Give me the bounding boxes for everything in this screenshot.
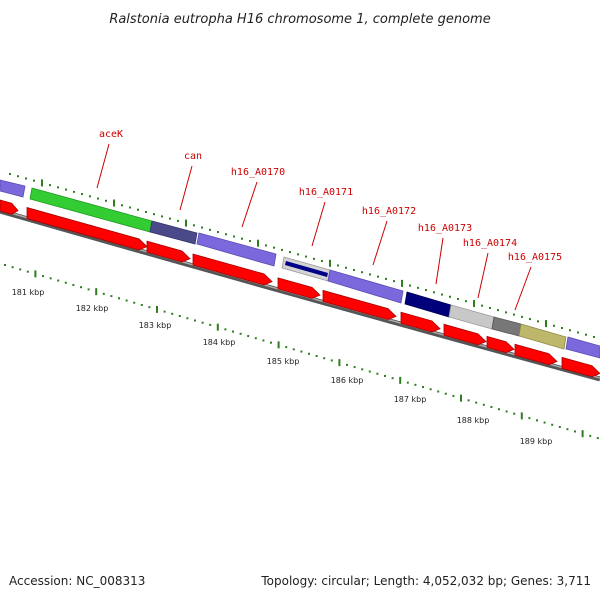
feature-h16-A0170[interactable] xyxy=(196,232,277,267)
gene-labels: aceKcanh16_A0170h16_A0171h16_A0172h16_A0… xyxy=(96,129,562,311)
kbp-label: 186 kbp xyxy=(331,376,364,385)
gene-label[interactable]: h16_A0172 xyxy=(362,206,416,217)
reverse-feature-arrow[interactable] xyxy=(277,277,321,299)
kbp-label: 182 kbp xyxy=(76,304,109,313)
gene-leader-line xyxy=(435,237,444,285)
gene-label[interactable]: h16_A0174 xyxy=(463,238,517,249)
kbp-label: 188 kbp xyxy=(457,416,490,425)
reverse-strand-lane xyxy=(0,199,600,378)
reverse-feature-arrow[interactable] xyxy=(486,335,515,354)
feature-forward-partial[interactable] xyxy=(0,179,26,198)
gene-leader-line xyxy=(372,220,388,266)
gene-label[interactable]: h16_A0173 xyxy=(418,223,472,234)
feature-h16-A0175[interactable] xyxy=(518,323,567,350)
gene-leader-line xyxy=(311,201,326,247)
gene-leader-line xyxy=(179,165,193,211)
gene-label[interactable]: can xyxy=(184,151,202,162)
gene-label[interactable]: h16_A0171 xyxy=(299,187,353,198)
reverse-feature-arrow[interactable] xyxy=(192,253,273,286)
forward-strand-lane xyxy=(0,179,600,359)
kbp-label: 189 kbp xyxy=(520,437,553,446)
kbp-label: 187 kbp xyxy=(394,395,427,404)
kbp-label: 181 kbp xyxy=(12,288,45,297)
kbp-label: 184 kbp xyxy=(203,338,236,347)
reverse-feature-arrow[interactable] xyxy=(514,343,558,366)
reverse-feature-arrow[interactable] xyxy=(26,207,148,251)
feature-can[interactable] xyxy=(149,220,198,245)
reverse-feature-arrow[interactable] xyxy=(0,199,19,215)
feature-h16-A0172[interactable] xyxy=(327,269,404,304)
gene-leader-line xyxy=(514,266,532,311)
reverse-feature-arrow[interactable] xyxy=(322,289,397,321)
gene-label[interactable]: h16_A0170 xyxy=(231,167,285,178)
gene-leader-line xyxy=(241,181,258,228)
gene-leader-line xyxy=(96,143,110,189)
kbp-labels: 181 kbp 182 kbp 183 kbp 184 kbp 185 kbp 186 k… xyxy=(12,288,553,446)
reverse-feature-arrow[interactable] xyxy=(561,356,600,378)
reverse-feature-arrow[interactable] xyxy=(146,240,191,263)
feature-forward-right[interactable] xyxy=(565,336,600,359)
feature-h16-A0171-inner xyxy=(285,261,328,277)
gene-label[interactable]: aceK xyxy=(99,129,123,140)
reverse-feature-arrow[interactable] xyxy=(443,323,487,346)
feature-h16-A0174-grey[interactable] xyxy=(448,304,495,330)
gene-leader-line xyxy=(477,252,489,299)
map-title: Ralstonia eutropha H16 chromosome 1, com… xyxy=(109,12,490,27)
reverse-feature-arrow[interactable] xyxy=(400,311,441,333)
ruler-ticks xyxy=(4,264,599,440)
feature-h16-A0173[interactable] xyxy=(404,291,452,318)
accession-text: Accession: NC_008313 xyxy=(9,574,146,588)
feature-h16-A0174[interactable] xyxy=(491,316,522,337)
kbp-label: 183 kbp xyxy=(139,321,172,330)
genome-summary-text: Topology: circular; Length: 4,052,032 bp… xyxy=(261,574,591,588)
kbp-label: 185 kbp xyxy=(267,357,300,366)
gene-label[interactable]: h16_A0175 xyxy=(508,252,562,263)
outer-ticks xyxy=(9,173,595,338)
